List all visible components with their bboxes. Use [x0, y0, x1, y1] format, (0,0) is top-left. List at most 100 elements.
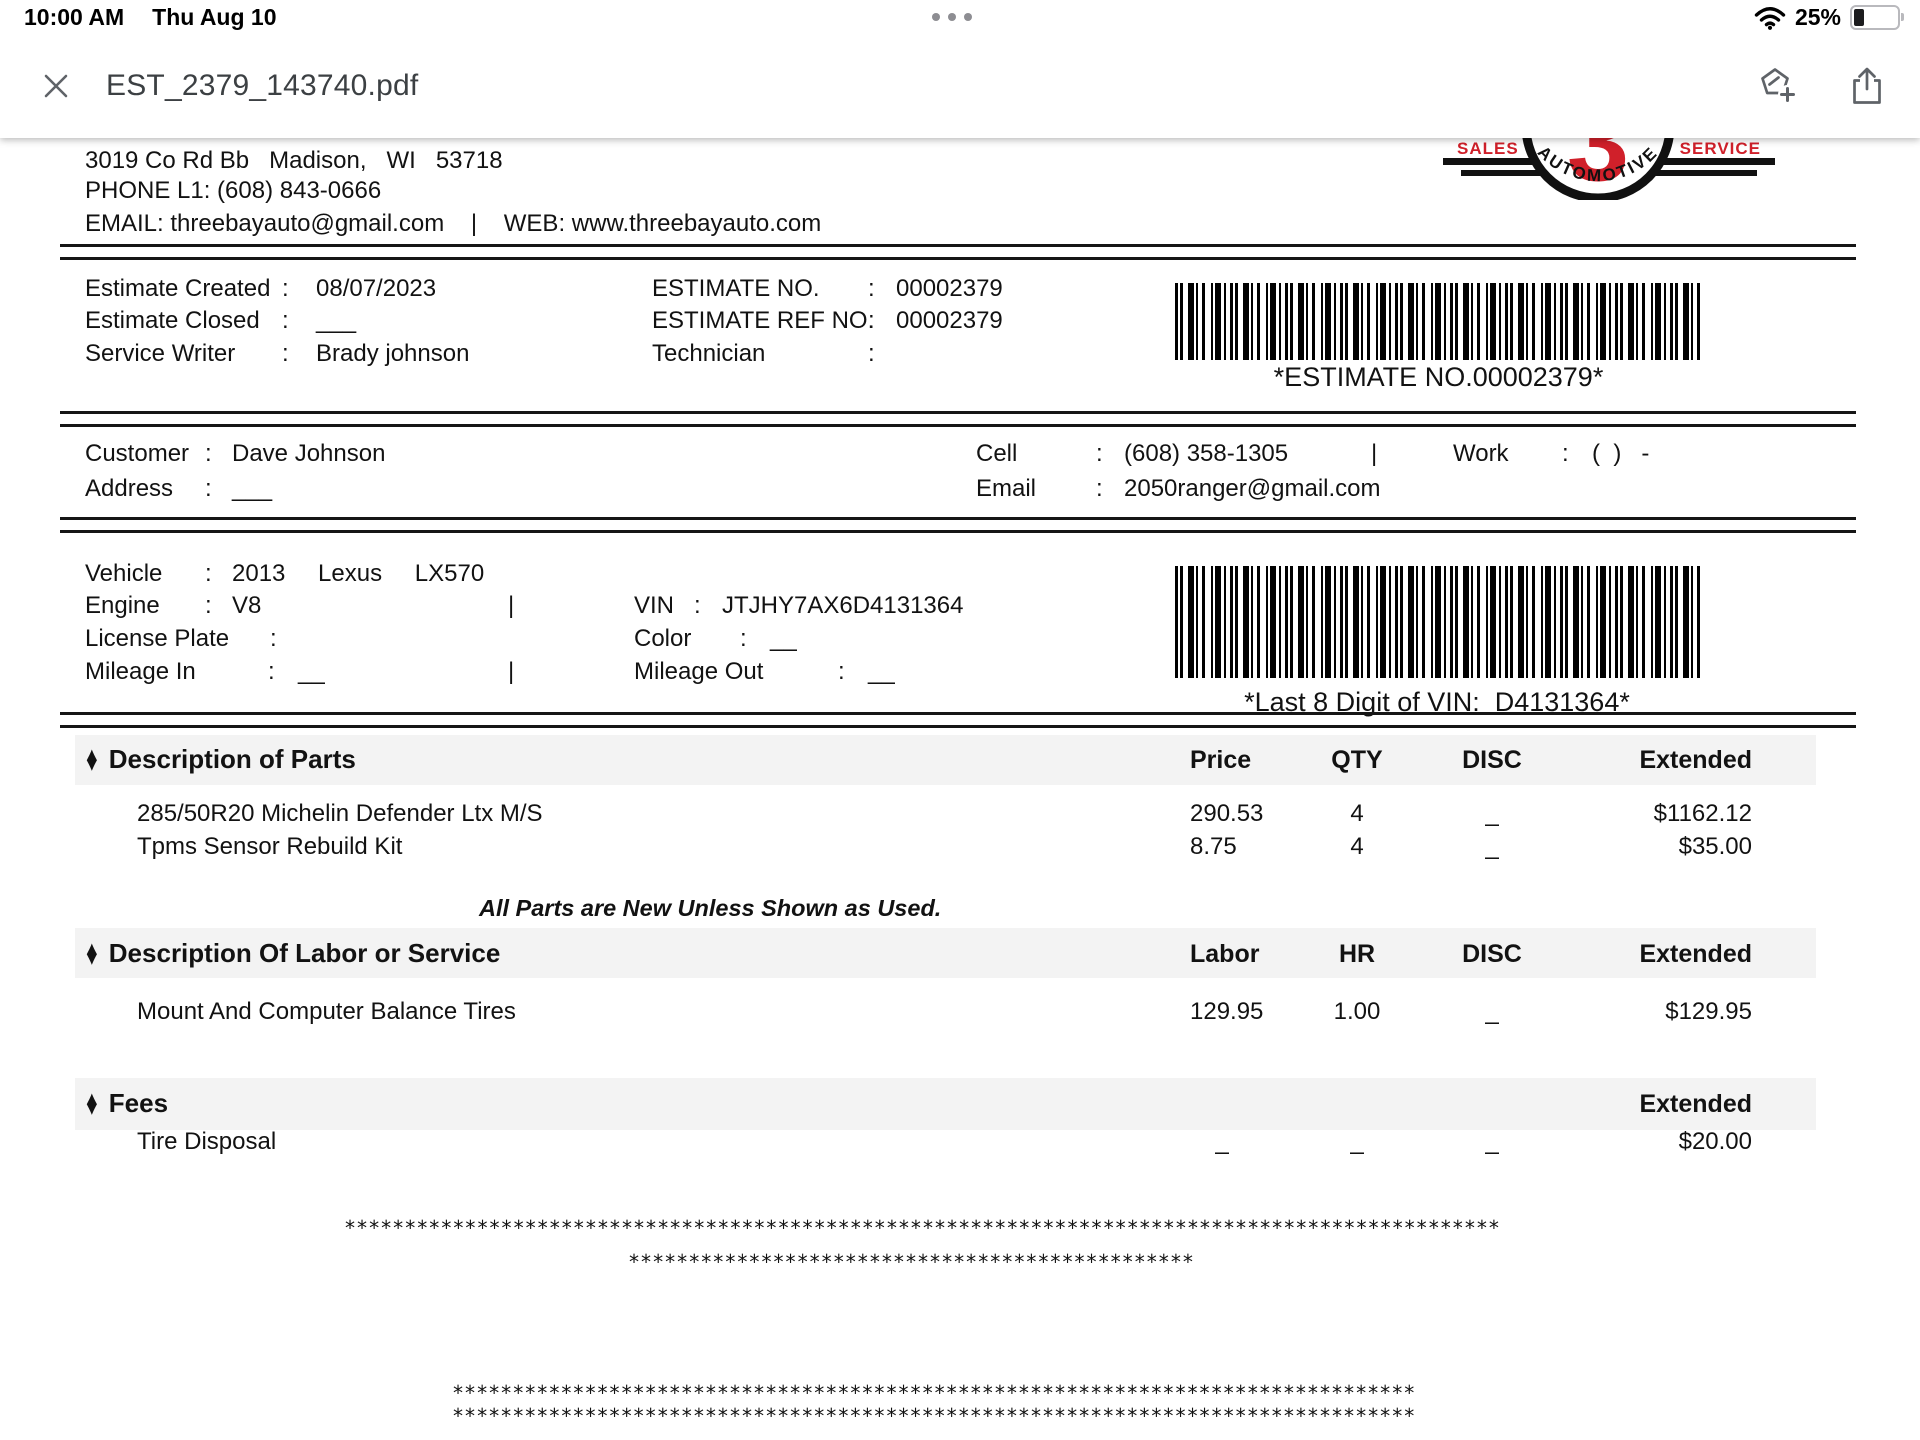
status-time: 10:00 AM: [24, 4, 125, 30]
battery-icon: [1850, 5, 1904, 30]
labor-extended: $129.95: [1665, 998, 1752, 1025]
markup-button[interactable]: [1752, 63, 1798, 109]
pdf-page[interactable]: SALES SERVICE 3 AUTOMOTIVE 3019 Co Rd Bb…: [0, 138, 1920, 1440]
svg-text:3: 3: [1567, 138, 1629, 200]
status-date: Thu Aug 10: [152, 4, 277, 30]
customer-name: Dave Johnson: [232, 440, 386, 467]
share-icon: [1853, 67, 1881, 104]
labor-hr: 1.00: [1333, 998, 1381, 1025]
estimate-barcode-label: *ESTIMATE NO.00002379*: [1273, 362, 1604, 392]
colon: :: [868, 275, 875, 302]
col-extended: Extended: [1639, 746, 1752, 774]
close-button[interactable]: [34, 64, 78, 108]
divider: [60, 712, 1856, 728]
pipe: |: [508, 592, 515, 619]
email-value: 2050ranger@gmail.com: [1124, 475, 1381, 502]
service-writer-label: Service Writer: [85, 340, 236, 367]
col-disc: DISC: [1462, 746, 1522, 774]
col-extended: Extended: [1639, 940, 1752, 968]
email-label: Email: [976, 475, 1037, 502]
estimate-created-label: Estimate Created: [85, 275, 271, 302]
labor-title-text: Description Of Labor or Service: [108, 938, 501, 968]
estimate-barcode: [1175, 283, 1702, 360]
share-button[interactable]: [1844, 63, 1890, 109]
asterisk-row: ****************************************…: [452, 1381, 1416, 1405]
status-left: 10:00 AM Thu Aug 10: [24, 4, 277, 31]
shop-email-web: EMAIL: threebayauto@gmail.com | WEB: www…: [85, 210, 822, 237]
colon: :: [868, 307, 875, 334]
asterisk-row: ****************************************…: [344, 1216, 1500, 1240]
mileage-in-label: Mileage In: [85, 658, 196, 685]
vin-barcode: [1175, 566, 1702, 678]
vin-label: VIN: [634, 592, 675, 619]
address-value: ___: [232, 475, 273, 502]
colon: :: [838, 658, 845, 685]
status-bar: 10:00 AM Thu Aug 10 25%: [0, 0, 1920, 34]
fee-disc: _: [1485, 1128, 1499, 1155]
battery-fill: [1854, 9, 1864, 26]
colon: :: [1096, 475, 1103, 502]
fee-desc: Tire Disposal: [137, 1128, 277, 1155]
cell-label: Cell: [976, 440, 1018, 467]
estimate-ref-value: 00002379: [896, 307, 1003, 334]
diamond-icon: ♦: [86, 933, 98, 973]
estimate-closed-label: Estimate Closed: [85, 307, 260, 334]
mileage-out-label: Mileage Out: [634, 658, 764, 685]
col-qty: QTY: [1331, 746, 1383, 774]
colon: :: [868, 340, 875, 367]
colon: :: [270, 625, 277, 652]
pipe: |: [508, 658, 515, 685]
work-value: ( ) -: [1592, 440, 1650, 467]
col-extended: Extended: [1639, 1090, 1752, 1118]
colon: :: [1096, 440, 1103, 467]
toolbar-actions: [1752, 63, 1920, 109]
colon: :: [1562, 440, 1569, 467]
app-switcher-dots[interactable]: [932, 13, 972, 21]
pdf-viewer-toolbar: EST_2379_143740.pdf: [0, 34, 1920, 138]
estimate-ref-label: ESTIMATE REF NO.: [652, 307, 875, 334]
colon: :: [282, 307, 289, 334]
fees-title-text: Fees: [108, 1088, 169, 1118]
divider: [60, 244, 1856, 260]
svg-text:SERVICE: SERVICE: [1680, 139, 1761, 158]
part-disc: _: [1485, 800, 1499, 827]
address-label: Address: [85, 475, 174, 502]
colon: :: [268, 658, 275, 685]
colon: :: [694, 592, 701, 619]
color-value: __: [770, 625, 797, 652]
document-title: EST_2379_143740.pdf: [106, 69, 419, 102]
estimate-no-label: ESTIMATE NO.: [652, 275, 820, 302]
divider: [60, 517, 1856, 533]
wifi-icon: [1754, 6, 1786, 30]
part-extended: $35.00: [1678, 833, 1752, 860]
asterisk-row: ****************************************…: [452, 1404, 1416, 1428]
engine-label: Engine: [85, 592, 160, 619]
parts-section-title: ♦ Description of Parts: [85, 739, 356, 778]
dot-icon: [932, 13, 940, 21]
col-hr: HR: [1338, 940, 1376, 968]
part-desc: 285/50R20 Michelin Defender Ltx M/S: [137, 800, 543, 827]
part-price: 290.53: [1190, 800, 1264, 827]
vin-value: JTJHY7AX6D4131364: [722, 592, 964, 619]
colon: :: [282, 275, 289, 302]
shop-logo: SALES SERVICE 3 AUTOMOTIVE: [1443, 138, 1775, 200]
cell-value: (608) 358-1305: [1124, 440, 1289, 467]
service-writer-value: Brady johnson: [316, 340, 470, 367]
part-qty: 4: [1350, 833, 1364, 860]
license-plate-label: License Plate: [85, 625, 230, 652]
mileage-in-value: __: [298, 658, 325, 685]
colon: :: [205, 475, 212, 502]
shop-logo-graphic: SALES SERVICE 3 AUTOMOTIVE: [1443, 138, 1775, 200]
color-label: Color: [634, 625, 692, 652]
svg-text:SALES: SALES: [1457, 139, 1519, 158]
work-label: Work: [1453, 440, 1509, 467]
divider: [60, 411, 1856, 427]
shop-phone: PHONE L1: (608) 843-0666: [85, 177, 382, 204]
vehicle-value: 2013 Lexus LX570: [232, 560, 485, 587]
colon: :: [205, 560, 212, 587]
col-labor: Labor: [1190, 940, 1260, 968]
customer-label: Customer: [85, 440, 190, 467]
labor-section-title: ♦ Description Of Labor or Service: [85, 933, 501, 972]
engine-value: V8: [232, 592, 262, 619]
